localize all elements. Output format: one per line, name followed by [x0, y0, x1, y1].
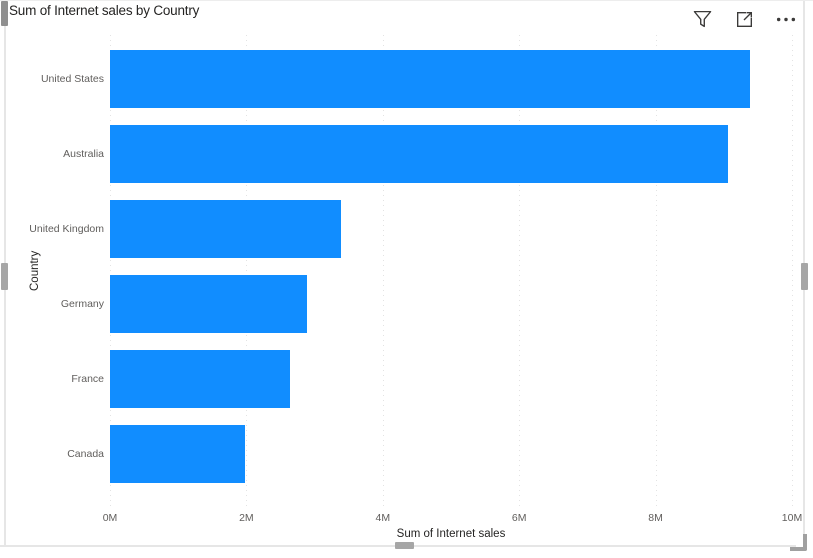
gridline: [655, 35, 657, 509]
bar-united-states[interactable]: [110, 49, 751, 108]
right-scrollbar-thumb[interactable]: [801, 263, 808, 290]
bar-canada[interactable]: [110, 424, 245, 483]
x-axis-tick-label: 8M: [648, 512, 663, 524]
gridline: [246, 35, 248, 509]
bar-france[interactable]: [110, 349, 290, 408]
y-axis-title: Country: [29, 250, 41, 292]
more-options-icon[interactable]: [775, 8, 797, 30]
left-scrollbar-thumb-top[interactable]: [1, 1, 8, 26]
y-axis-label-canada: Canada: [67, 447, 104, 460]
bar-germany[interactable]: [110, 274, 308, 333]
x-axis-tick-label: 0M: [102, 512, 118, 524]
focus-mode-icon[interactable]: [733, 8, 755, 30]
gridline: [382, 35, 384, 509]
bar-australia[interactable]: [110, 124, 728, 183]
x-axis-title: Sum of Internet sales: [396, 528, 506, 540]
gridline: [110, 35, 111, 509]
x-axis-tick-label: 2M: [239, 512, 254, 524]
resize-handle[interactable]: [790, 534, 807, 551]
gridline: [519, 35, 521, 509]
visual-header-icons: [691, 8, 797, 30]
x-axis-tick-label: 4M: [375, 512, 391, 524]
x-axis-tick-label: 10M: [781, 512, 803, 524]
visual-title: Sum of Internet sales by Country: [9, 3, 200, 18]
y-axis-label-australia: Australia: [63, 147, 104, 160]
y-axis-label-united-states: United States: [40, 72, 104, 85]
gridline: [792, 35, 793, 509]
x-axis-tick-label: 6M: [511, 512, 527, 524]
y-axis-label-united-kingdom: United Kingdom: [29, 222, 104, 235]
y-axis-label-germany: Germany: [60, 297, 104, 310]
bottom-scrollbar-thumb[interactable]: [395, 542, 414, 549]
filter-icon[interactable]: [691, 8, 713, 30]
bar-united-kingdom[interactable]: [110, 199, 342, 258]
left-scrollbar-thumb[interactable]: [1, 263, 8, 290]
y-axis-label-france: France: [71, 372, 104, 385]
